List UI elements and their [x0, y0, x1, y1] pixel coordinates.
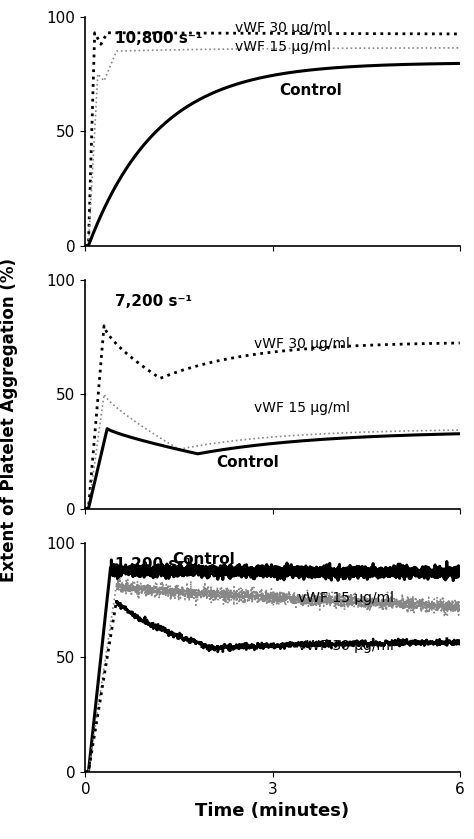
Text: Control: Control	[216, 456, 279, 471]
Text: 10,800 s⁻¹: 10,800 s⁻¹	[115, 30, 203, 45]
Text: 1,200 s⁻¹: 1,200 s⁻¹	[115, 557, 192, 572]
Text: vWF 30 μg/ml: vWF 30 μg/ml	[298, 639, 393, 653]
Text: vWF 15 μg/ml: vWF 15 μg/ml	[254, 401, 350, 415]
X-axis label: Time (minutes): Time (minutes)	[195, 802, 350, 821]
Text: 7,200 s⁻¹: 7,200 s⁻¹	[115, 294, 192, 309]
Text: Control: Control	[279, 82, 342, 97]
Text: vWF 30 μg/ml: vWF 30 μg/ml	[254, 337, 350, 351]
Text: vWF 15 μg/ml: vWF 15 μg/ml	[298, 591, 393, 605]
Text: Control: Control	[173, 551, 236, 566]
Text: vWF 30 μg/ml: vWF 30 μg/ml	[235, 21, 331, 35]
Text: Extent of Platelet Aggregation (%): Extent of Platelet Aggregation (%)	[0, 258, 18, 581]
Text: vWF 15 μg/ml: vWF 15 μg/ml	[235, 39, 331, 54]
